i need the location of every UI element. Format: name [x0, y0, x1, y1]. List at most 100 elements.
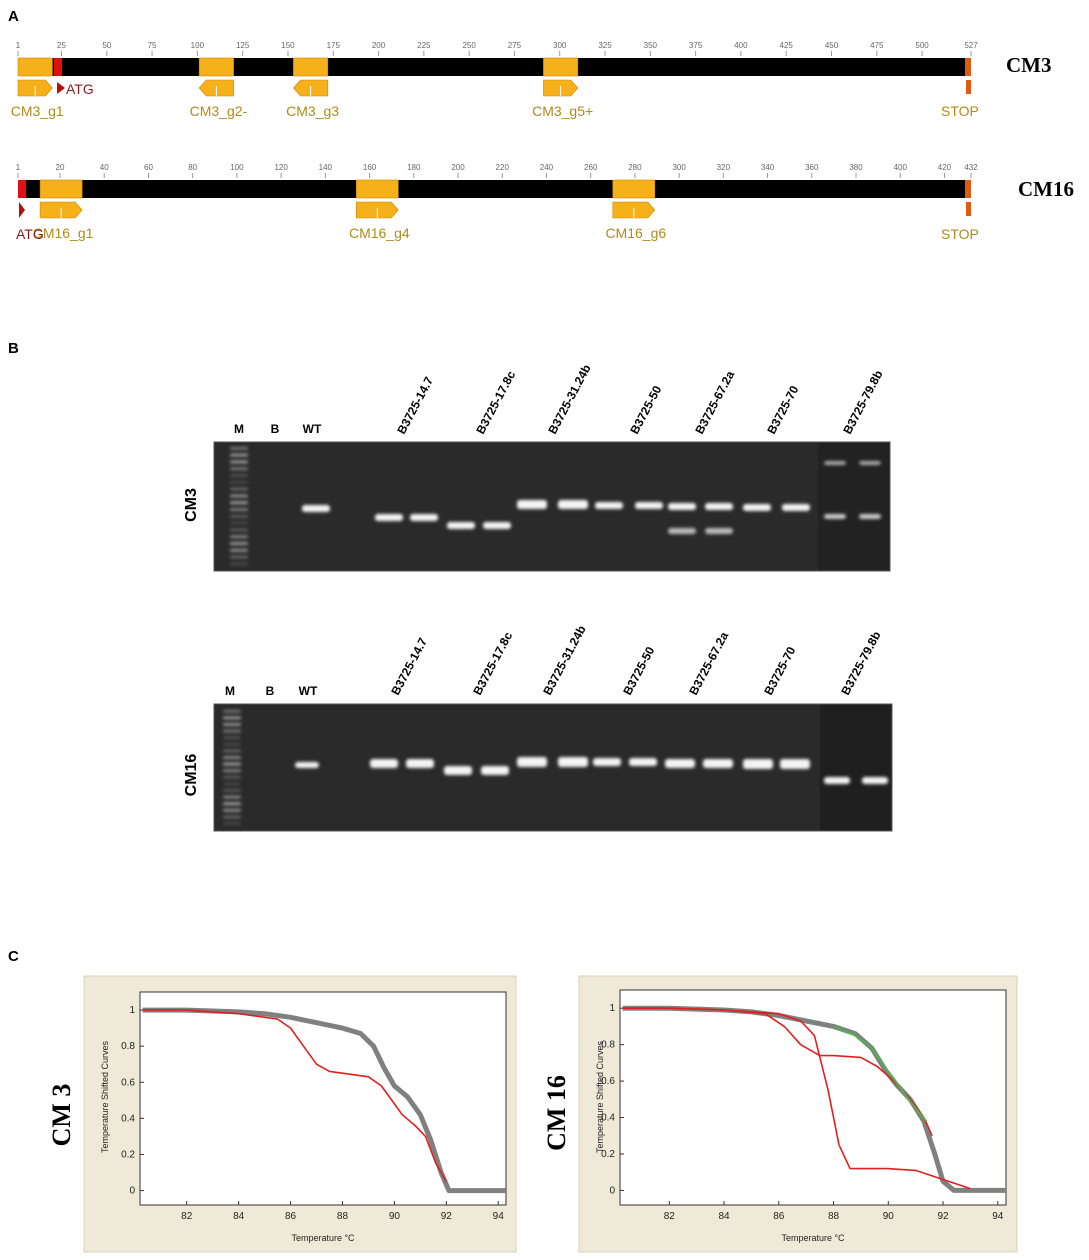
- cm3-ticks: 1 25 50 75 100 125 150 175 200 225 250 275 300 325 350…: [16, 41, 978, 56]
- ladder-band: [230, 521, 248, 525]
- cm16-atg-label: ATG: [16, 226, 44, 242]
- grna-box: [39, 179, 83, 199]
- melt-curve-cm16: CM 16 82 84 86 88 90 92 94 0 0.2 0.4 0.6 0.8 1 Tempe…: [542, 975, 1018, 1253]
- dna-band: [295, 762, 319, 768]
- dna-band: [406, 759, 434, 768]
- ladder-band: [223, 795, 241, 799]
- melt-curve-cm3: CM 3 82 84 86 88 90 92 94 0 0.2 0.4 0.6 0.8 1 Temper…: [47, 975, 517, 1253]
- cm16-backbone: [18, 180, 971, 198]
- dna-band: [705, 528, 733, 534]
- dna-band: [444, 766, 472, 775]
- ladder-band: [230, 555, 248, 559]
- track-tick-label: 160: [363, 163, 377, 172]
- dna-band: [859, 461, 881, 465]
- ladder-band: [223, 723, 241, 726]
- track-tick-label: 432: [964, 163, 978, 172]
- ladder-band: [223, 716, 241, 720]
- melt-cm3-side-label: CM 3: [47, 1084, 76, 1147]
- ladder-band: [230, 528, 248, 532]
- cm3-atg-label: ATG: [66, 81, 94, 97]
- track-tick-label: 80: [188, 163, 197, 172]
- track-tick-label: 475: [870, 41, 884, 50]
- lane-label: B3725-70: [761, 644, 798, 697]
- dna-band: [517, 500, 547, 509]
- cm16-stop-box: [966, 202, 971, 216]
- track-tick-label: 200: [451, 163, 465, 172]
- ladder-band: [230, 501, 248, 504]
- track-tick-label: 450: [825, 41, 839, 50]
- track-tick-label: 20: [56, 163, 65, 172]
- x-tick-label: 86: [773, 1211, 785, 1222]
- track-tick-label: 500: [915, 41, 929, 50]
- lane-label: B3725-79.8b: [840, 368, 885, 436]
- x-tick-label: 94: [992, 1211, 1004, 1222]
- cm3-track-name: CM3: [1006, 53, 1052, 77]
- x-tick-label: 94: [493, 1211, 505, 1222]
- track-tick-label: 25: [57, 41, 66, 50]
- y-tick-label: 1: [129, 1005, 135, 1016]
- track-tick-label: 1: [16, 163, 21, 172]
- grna-box: [17, 57, 53, 77]
- series-line-mutant-2: [622, 1007, 971, 1190]
- ladder-band: [230, 494, 248, 498]
- lane-label: B3725-14.7: [394, 374, 436, 436]
- gene-map-cm16: 1 20 40 60 80 100 120 140 160 180 200 220 240 260 280 3…: [16, 163, 979, 242]
- y-tick-label: 0: [129, 1186, 135, 1197]
- dna-band: [558, 757, 588, 767]
- melt-cm16-side-label: CM 16: [542, 1075, 571, 1151]
- dna-band: [703, 759, 733, 768]
- ladder-band: [223, 776, 241, 779]
- track-tick-label: 125: [236, 41, 250, 50]
- ladder-band: [230, 481, 248, 484]
- ladder-band: [230, 487, 248, 491]
- track-tick-label: 120: [274, 163, 288, 172]
- ladder-band: [223, 762, 241, 766]
- gel-cm16-right-insert: [820, 704, 892, 831]
- track-tick-label: 60: [144, 163, 153, 172]
- track-tick-label: 350: [644, 41, 658, 50]
- grna-label: CM16_g4: [349, 225, 410, 241]
- lane-label: WT: [299, 684, 318, 698]
- ladder-band: [230, 474, 248, 477]
- grna-box: [198, 57, 234, 77]
- ladder-band: [230, 549, 248, 552]
- track-tick-label: 300: [553, 41, 567, 50]
- grna-box: [543, 57, 579, 77]
- x-tick-label: 88: [828, 1211, 840, 1222]
- ladder-band: [223, 809, 241, 812]
- y-tick-label: 0: [609, 1185, 615, 1196]
- cm3-atg-arrow: [57, 82, 65, 94]
- track-tick-label: 300: [672, 163, 686, 172]
- dna-band: [780, 759, 810, 769]
- ladder-band: [223, 815, 241, 819]
- cm16-stop-marker: [965, 180, 971, 198]
- lane-label: M: [234, 422, 244, 436]
- y-tick-label: 0.6: [121, 1077, 135, 1088]
- grna-label: CM16_g1: [33, 225, 94, 241]
- panel-b-letter: B: [8, 340, 19, 357]
- y-tick-label: 0.4: [121, 1113, 135, 1124]
- grna-label: CM3_g3: [286, 103, 339, 119]
- ladder-band: [223, 710, 241, 713]
- track-tick-label: 75: [148, 41, 157, 50]
- lane-label: B3725-14.7: [388, 635, 430, 697]
- dna-band: [483, 522, 511, 529]
- track-tick-label: 200: [372, 41, 386, 50]
- track-tick-label: 100: [230, 163, 244, 172]
- lane-label: B3725-17.8c: [473, 368, 518, 436]
- grna-label: CM3_g2-: [190, 103, 248, 119]
- ladder-band: [223, 822, 241, 825]
- track-tick-label: 1: [16, 41, 21, 50]
- track-tick-label: 220: [496, 163, 510, 172]
- dna-band: [705, 503, 733, 510]
- track-tick-label: 380: [849, 163, 863, 172]
- ladder-band: [230, 447, 248, 450]
- dna-band: [370, 759, 398, 768]
- dna-band: [410, 514, 438, 521]
- lane-label: B3725-67.2a: [692, 368, 737, 436]
- track-tick-label: 40: [100, 163, 109, 172]
- track-tick-label: 260: [584, 163, 598, 172]
- track-tick-label: 150: [281, 41, 295, 50]
- series-line-mutant: [142, 1009, 447, 1182]
- dna-band: [595, 502, 623, 509]
